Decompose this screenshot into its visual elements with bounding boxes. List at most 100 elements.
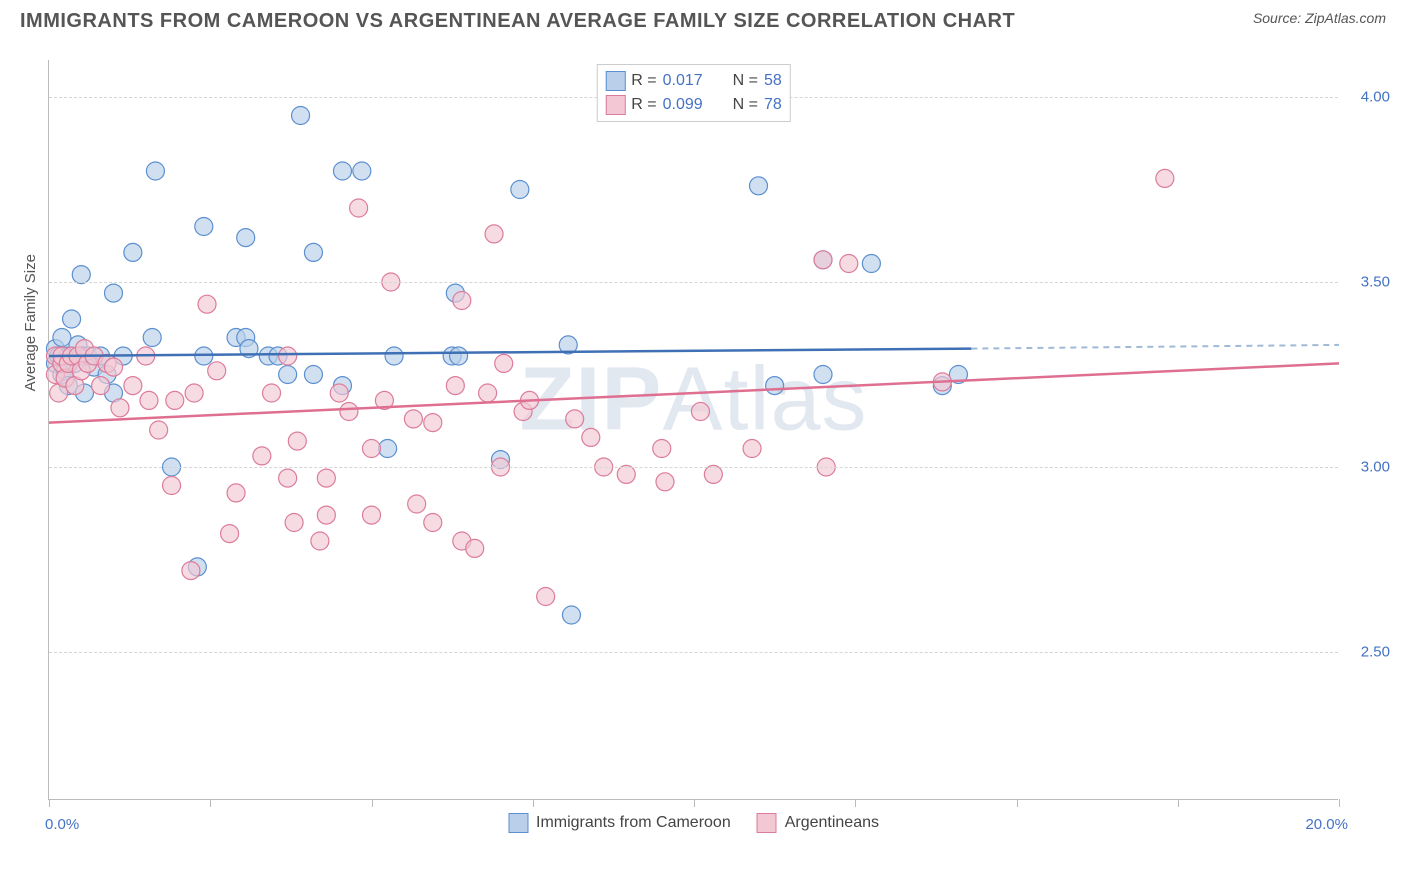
data-point bbox=[105, 358, 123, 376]
legend-series: Immigrants from Cameroon Argentineans bbox=[508, 813, 879, 833]
data-point bbox=[72, 266, 90, 284]
y-tick-label: 4.00 bbox=[1361, 89, 1390, 106]
gridline bbox=[49, 652, 1338, 653]
data-point bbox=[340, 403, 358, 421]
x-tick bbox=[49, 799, 50, 807]
data-point bbox=[221, 525, 239, 543]
legend-stat-row: R = 0.017 N = 58 bbox=[605, 69, 781, 93]
data-point bbox=[582, 428, 600, 446]
data-point bbox=[814, 366, 832, 384]
data-point bbox=[408, 495, 426, 513]
data-point bbox=[562, 606, 580, 624]
data-point bbox=[279, 347, 297, 365]
data-point bbox=[304, 366, 322, 384]
data-point bbox=[253, 447, 271, 465]
data-point bbox=[363, 506, 381, 524]
data-point bbox=[288, 432, 306, 450]
data-point bbox=[333, 162, 351, 180]
data-point bbox=[304, 243, 322, 261]
data-point bbox=[317, 469, 335, 487]
data-point bbox=[379, 440, 397, 458]
data-point bbox=[653, 440, 671, 458]
data-point bbox=[495, 354, 513, 372]
data-point bbox=[92, 377, 110, 395]
data-point bbox=[279, 469, 297, 487]
legend-swatch bbox=[757, 813, 777, 833]
data-point bbox=[124, 377, 142, 395]
x-max-label: 20.0% bbox=[1305, 816, 1348, 833]
data-point bbox=[766, 377, 784, 395]
y-axis-label: Average Family Size bbox=[22, 254, 39, 391]
data-point bbox=[182, 562, 200, 580]
y-tick-label: 2.50 bbox=[1361, 644, 1390, 661]
data-point bbox=[424, 414, 442, 432]
x-tick bbox=[533, 799, 534, 807]
data-point bbox=[385, 347, 403, 365]
data-point bbox=[446, 377, 464, 395]
y-tick-label: 3.00 bbox=[1361, 459, 1390, 476]
data-point bbox=[743, 440, 761, 458]
trend-line bbox=[49, 349, 971, 356]
stat-r-value: 0.099 bbox=[663, 96, 719, 114]
data-point bbox=[691, 403, 709, 421]
stat-n-label: N = bbox=[733, 72, 758, 90]
data-point bbox=[124, 243, 142, 261]
stat-r-label: R = bbox=[631, 72, 656, 90]
chart-plot-area: ZIPAtlas R = 0.017 N = 58 R = 0.099 N = … bbox=[48, 60, 1338, 800]
data-point bbox=[814, 251, 832, 269]
legend-item: Argentineans bbox=[757, 813, 879, 833]
data-point bbox=[279, 366, 297, 384]
legend-item: Immigrants from Cameroon bbox=[508, 813, 731, 833]
data-point bbox=[311, 532, 329, 550]
data-point bbox=[166, 391, 184, 409]
data-point bbox=[146, 162, 164, 180]
data-point bbox=[292, 107, 310, 125]
data-point bbox=[566, 410, 584, 428]
data-point bbox=[479, 384, 497, 402]
source-label: Source: ZipAtlas.com bbox=[1253, 10, 1386, 26]
legend-stat-row: R = 0.099 N = 78 bbox=[605, 93, 781, 117]
data-point bbox=[140, 391, 158, 409]
legend-label: Immigrants from Cameroon bbox=[536, 814, 731, 832]
data-point bbox=[840, 255, 858, 273]
gridline bbox=[49, 282, 1338, 283]
gridline bbox=[49, 467, 1338, 468]
scatter-svg bbox=[49, 60, 349, 210]
chart-title: IMMIGRANTS FROM CAMEROON VS ARGENTINEAN … bbox=[20, 10, 1015, 33]
data-point bbox=[704, 465, 722, 483]
data-point bbox=[363, 440, 381, 458]
data-point bbox=[537, 588, 555, 606]
data-point bbox=[453, 292, 471, 310]
data-point bbox=[111, 399, 129, 417]
data-point bbox=[1156, 169, 1174, 187]
data-point bbox=[63, 310, 81, 328]
data-point bbox=[317, 506, 335, 524]
data-point bbox=[511, 181, 529, 199]
legend-stats: R = 0.017 N = 58 R = 0.099 N = 78 bbox=[596, 64, 790, 122]
data-point bbox=[424, 514, 442, 532]
legend-label: Argentineans bbox=[785, 814, 879, 832]
data-point bbox=[263, 384, 281, 402]
data-point bbox=[285, 514, 303, 532]
data-point bbox=[862, 255, 880, 273]
stat-r-label: R = bbox=[631, 96, 656, 114]
data-point bbox=[185, 384, 203, 402]
legend-swatch bbox=[605, 95, 625, 115]
data-point bbox=[227, 484, 245, 502]
y-tick-label: 3.50 bbox=[1361, 274, 1390, 291]
data-point bbox=[195, 218, 213, 236]
data-point bbox=[353, 162, 371, 180]
legend-swatch bbox=[508, 813, 528, 833]
data-point bbox=[150, 421, 168, 439]
data-point bbox=[617, 465, 635, 483]
stat-r-value: 0.017 bbox=[663, 72, 719, 90]
data-point bbox=[163, 477, 181, 495]
data-point bbox=[350, 199, 368, 217]
data-point bbox=[237, 229, 255, 247]
x-tick bbox=[372, 799, 373, 807]
data-point bbox=[485, 225, 503, 243]
x-tick bbox=[1178, 799, 1179, 807]
data-point bbox=[750, 177, 768, 195]
x-min-label: 0.0% bbox=[45, 816, 79, 833]
x-tick bbox=[694, 799, 695, 807]
